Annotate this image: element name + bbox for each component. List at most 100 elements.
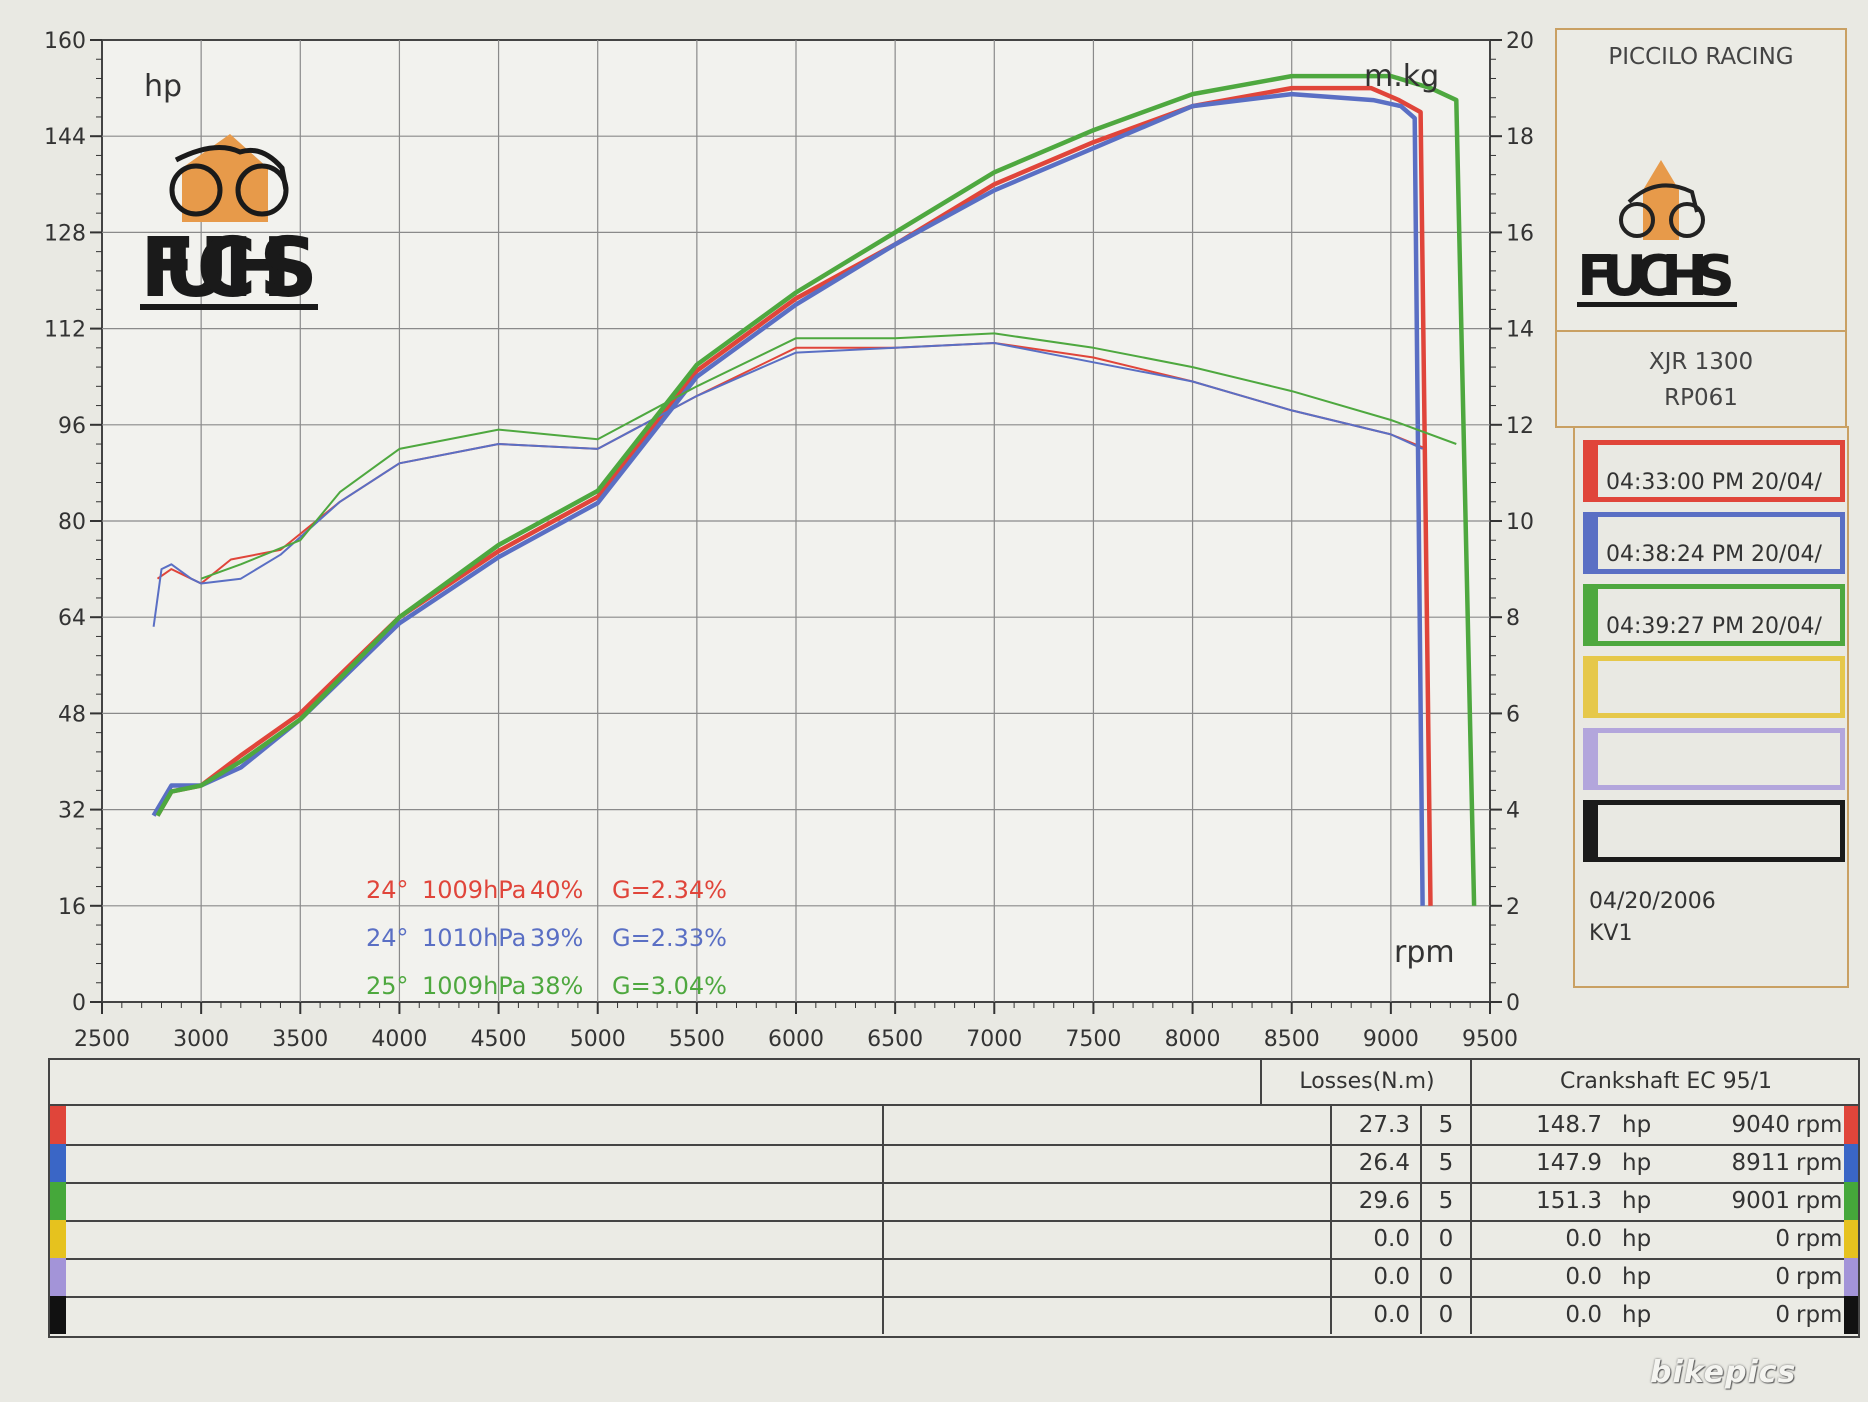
max-rpm-value: 0 — [1775, 1302, 1790, 1328]
torque-curve-2 — [200, 332, 1457, 580]
x-tick-label: 3500 — [272, 1027, 328, 1052]
divider — [1330, 1182, 1332, 1220]
x-tick-label: 8500 — [1264, 1027, 1320, 1052]
row-color-right — [1844, 1220, 1858, 1258]
x-tick-label: 7500 — [1065, 1027, 1121, 1052]
condition-2-2: 38% — [530, 972, 583, 1000]
y2-tick-label: 8 — [1506, 606, 1520, 631]
max-rpm-value: 8911 — [1731, 1150, 1790, 1176]
divider — [1420, 1182, 1422, 1220]
brand-box: PICCILO RACING FUCHS — [1555, 28, 1847, 332]
loss-count: 0 — [1438, 1302, 1454, 1328]
model-box: XJR 1300 RP061 — [1555, 330, 1847, 428]
loss-value: 0.0 — [1373, 1302, 1410, 1328]
loss-value: 26.4 — [1358, 1150, 1410, 1176]
divider — [1470, 1258, 1472, 1296]
x-tick-label: 6500 — [867, 1027, 923, 1052]
x-tick-label: 7000 — [966, 1027, 1022, 1052]
logo-small-text: FUCHS — [1577, 244, 1735, 309]
chart-series — [151, 73, 1477, 906]
y-tick-label: 112 — [44, 318, 86, 343]
row-color-left — [50, 1106, 66, 1144]
rpm-unit: rpm — [1796, 1226, 1843, 1252]
run-color-marker — [1588, 517, 1598, 569]
max-rpm-value: 9001 — [1731, 1188, 1790, 1214]
x-tick-label: 2500 — [74, 1027, 130, 1052]
row-color-left — [50, 1144, 66, 1182]
row-color-left — [50, 1182, 66, 1220]
logo-bike-body — [174, 145, 289, 191]
y-tick-label: 32 — [58, 799, 86, 824]
divider — [1470, 1144, 1472, 1182]
run-entry — [1583, 656, 1845, 718]
loss-value: 29.6 — [1358, 1188, 1410, 1214]
row-color-right — [1844, 1144, 1858, 1182]
x-tick-label: 4000 — [371, 1027, 427, 1052]
condition-2-1: 1009hPa — [422, 972, 526, 1000]
y2-tick-label: 0 — [1506, 991, 1520, 1016]
row-color-left — [50, 1296, 66, 1334]
max-hp-value: 148.7 — [1536, 1112, 1602, 1138]
divider — [1470, 1220, 1472, 1258]
table-row: 29.6 5 151.3 hp 9001 rpm — [50, 1182, 1858, 1222]
divider — [882, 1258, 884, 1296]
x-tick-label: 9000 — [1363, 1027, 1419, 1052]
y-tick-label: 64 — [58, 606, 86, 631]
panel-date: 04/20/2006 — [1589, 889, 1716, 914]
hp-unit: hp — [1622, 1112, 1652, 1138]
divider — [1330, 1258, 1332, 1296]
model-code: RP061 — [1664, 385, 1738, 411]
max-rpm-value: 0 — [1775, 1264, 1790, 1290]
x-tick-label: 8000 — [1165, 1027, 1221, 1052]
loss-count: 0 — [1438, 1264, 1454, 1290]
hp-unit: hp — [1622, 1226, 1652, 1252]
divider — [1420, 1258, 1422, 1296]
table-row: 0.0 0 0.0 hp 0 rpm — [50, 1258, 1858, 1298]
y-tick-label: 160 — [44, 29, 86, 54]
run-label: 04:33:00 PM 20/04/ — [1606, 470, 1822, 495]
y2-tick-label: 18 — [1506, 125, 1534, 150]
fuchs-logo-small: FUCHS — [1577, 160, 1737, 309]
condition-0-0: 24° — [366, 876, 409, 904]
divider — [882, 1296, 884, 1334]
run-color-marker — [1588, 589, 1598, 641]
condition-0-3: G=2.34% — [612, 876, 727, 904]
power-curve-0 — [155, 85, 1433, 906]
divider — [1420, 1220, 1422, 1258]
run-entry — [1583, 728, 1845, 790]
loss-count: 5 — [1438, 1112, 1454, 1138]
y2-tick-label: 12 — [1506, 414, 1534, 439]
divider — [1420, 1296, 1422, 1334]
divider — [1330, 1220, 1332, 1258]
run-label: 04:39:27 PM 20/04/ — [1606, 614, 1822, 639]
dyno-chart: 2500 3000 3500 4000 4500 5000 5500 6000 6500 7000… — [44, 29, 1534, 1052]
condition-0-2: 40% — [530, 876, 583, 904]
y-tick-label: 96 — [58, 414, 86, 439]
y2-axis-unit: m.kg — [1364, 59, 1439, 94]
row-color-right — [1844, 1182, 1858, 1220]
y-tick-label: 128 — [44, 221, 86, 246]
rpm-unit: rpm — [1796, 1264, 1843, 1290]
info-panel: PICCILO RACING FUCHS XJR 1300 RP061 04:3… — [1555, 28, 1849, 988]
divider — [882, 1106, 884, 1144]
y2-tick-label: 20 — [1506, 29, 1534, 54]
chart-axes: 2500 3000 3500 4000 4500 5000 5500 6000 6500 7000… — [44, 29, 1534, 1052]
runs-box: 04:33:00 PM 20/04/04:38:24 PM 20/04/04:3… — [1573, 426, 1849, 988]
run-color-marker — [1588, 661, 1598, 713]
divider — [1470, 1296, 1472, 1334]
y2-tick-label: 14 — [1506, 318, 1534, 343]
power-curve-1 — [151, 91, 1425, 906]
y2-tick-label: 6 — [1506, 702, 1520, 727]
hp-unit: hp — [1622, 1150, 1652, 1176]
fuchs-logo: FUCHS — [140, 134, 318, 316]
y2-tick-label: 2 — [1506, 895, 1520, 920]
y-tick-label: 48 — [58, 702, 86, 727]
crankshaft-header: Crankshaft EC 95/1 — [1470, 1060, 1860, 1104]
loss-value: 0.0 — [1373, 1264, 1410, 1290]
divider — [1470, 1182, 1472, 1220]
condition-2-0: 25° — [366, 972, 409, 1000]
hp-unit: hp — [1622, 1188, 1652, 1214]
divider — [882, 1220, 884, 1258]
logo-triangle — [182, 134, 268, 222]
row-color-right — [1844, 1106, 1858, 1144]
